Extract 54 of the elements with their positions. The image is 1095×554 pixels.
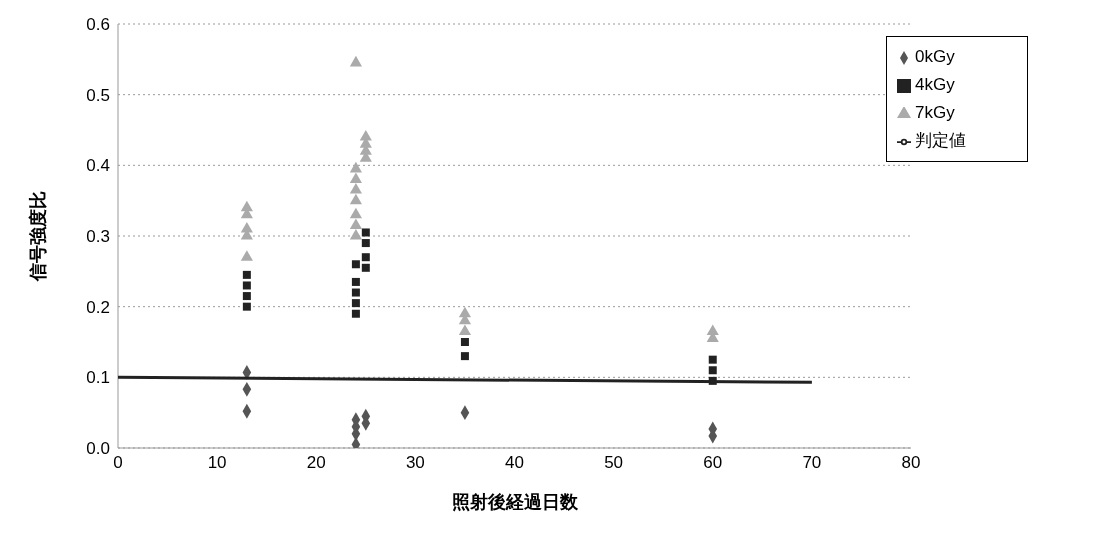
x-axis-title: 照射後経過日数 [451,492,579,512]
point [351,277,360,286]
point [349,55,362,67]
x-tick-label: 80 [901,453,921,473]
x-tick-label: 40 [505,453,524,473]
point [361,228,370,237]
point [242,270,251,279]
y-axis-title: 信号強度比 [28,191,49,282]
point [240,250,253,261]
point [349,183,362,194]
point [349,172,362,183]
point [361,253,370,262]
x-tick-label: 0 [113,453,123,473]
point [351,309,360,318]
point [460,352,469,361]
point [359,130,372,141]
y-tick-label: 0.0 [86,439,110,459]
point [351,288,360,297]
x-tick-label: 20 [306,453,326,473]
y-tick-label: 0.4 [86,156,110,176]
point [349,207,362,219]
x-tick-label: 50 [604,453,624,473]
point [458,324,472,335]
point [361,239,370,248]
point [706,324,719,335]
x-tick-label: 30 [405,453,425,473]
x-tick-label: 10 [207,453,227,473]
point [240,221,253,233]
point [349,218,362,229]
point [242,302,251,311]
y-tick-label: 0.1 [86,368,110,388]
point [242,281,251,290]
point [458,306,472,318]
point [349,193,362,205]
point [708,366,717,375]
point [460,338,469,346]
legend-label: 0kGy [915,47,955,66]
point [242,292,251,301]
point [361,263,370,272]
legend-label: 7kGy [915,103,955,122]
point [351,299,360,308]
x-tick-label: 70 [802,453,822,473]
point [351,260,360,269]
y-tick-label: 0.2 [86,297,110,317]
x-tick-label: 60 [703,453,723,473]
point [349,228,362,240]
legend-label: 判定値 [915,131,966,150]
point [240,200,253,212]
y-tick-label: 0.3 [86,227,110,247]
y-tick-label: 0.6 [86,15,110,35]
legend-label: 4kGy [915,75,955,94]
point [349,161,362,173]
point [708,355,717,364]
y-tick-label: 0.5 [86,85,110,105]
